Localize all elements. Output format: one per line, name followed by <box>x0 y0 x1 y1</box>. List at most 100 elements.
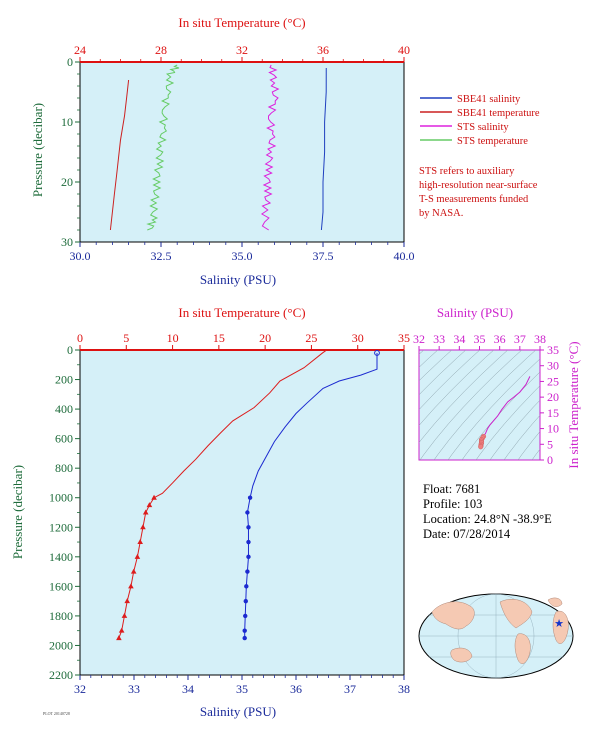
bottom-axis-label: Salinity (PSU) <box>200 704 276 719</box>
tick-label: 30 <box>352 331 364 345</box>
north-america-land <box>499 599 533 629</box>
tick-label: 30.0 <box>70 249 91 263</box>
plot-area <box>79 349 405 676</box>
plot-area <box>79 61 405 243</box>
salinity-marker <box>242 628 247 633</box>
temperature-axis: 24 28 32 36 40 <box>74 43 410 62</box>
tick-label: 37.5 <box>313 249 334 263</box>
tick-label: 15 <box>547 406 559 420</box>
note-line: STS refers to auxiliary <box>419 166 515 177</box>
density-contour <box>419 350 439 368</box>
tick-label: 38 <box>534 332 546 346</box>
density-contour <box>419 350 467 396</box>
surface-marker <box>374 350 380 356</box>
temperature-marker <box>151 494 157 500</box>
tick-label: 400 <box>55 402 73 416</box>
temperature-marker <box>116 635 122 641</box>
salinity-marker <box>246 554 251 560</box>
series-sbe41-salinity <box>320 67 327 231</box>
temperature-marker <box>118 627 125 633</box>
tick-label: 20 <box>61 175 73 189</box>
tick-label: 28 <box>155 43 167 57</box>
salinity-axis: 32 33 34 35 36 37 38 <box>413 332 546 350</box>
bottom-axis-label: Salinity (PSU) <box>200 272 276 287</box>
salinity-marker <box>243 613 248 619</box>
y-axis-label: Pressure (decibar) <box>30 103 45 197</box>
density-contour <box>419 350 453 382</box>
tick-label: 32 <box>413 332 425 346</box>
note-line: high-resolution near-surface <box>419 180 538 191</box>
africa-land <box>552 610 569 644</box>
tick-label: 33 <box>433 332 445 346</box>
tick-label: 24 <box>74 43 86 57</box>
top-axis-label: In situ Temperature (°C) <box>178 15 305 30</box>
temperature-marker <box>128 583 134 589</box>
float-location-marker: ★ <box>554 618 564 630</box>
density-contours <box>419 350 540 460</box>
series-sts-salinity <box>260 64 280 231</box>
density-contour <box>489 399 540 460</box>
tick-label: 1400 <box>49 550 73 564</box>
tick-label: 25 <box>547 374 559 388</box>
temperature-marker <box>142 509 149 515</box>
density-contour <box>447 358 540 460</box>
density-contour <box>419 350 509 443</box>
tick-label: 800 <box>55 461 73 475</box>
tick-label: 30 <box>547 359 559 373</box>
legend-label: SBE41 salinity <box>457 94 521 105</box>
tick-label: 1200 <box>49 520 73 534</box>
ts-point <box>478 444 484 450</box>
tick-label: 1800 <box>49 609 73 623</box>
pressure-axis: 0 10 20 30 <box>61 55 80 249</box>
ts-points <box>478 376 531 450</box>
density-contour <box>419 350 481 411</box>
tick-label: 36 <box>290 682 302 696</box>
tick-label: 33 <box>128 682 140 696</box>
tick-label: 32.5 <box>151 249 172 263</box>
salinity-marker <box>245 510 250 515</box>
sts-note: STS refers to auxiliary high-resolution n… <box>419 166 538 219</box>
tick-label: 0 <box>67 343 73 357</box>
tick-label: 2000 <box>49 638 73 652</box>
tick-label: 10 <box>547 422 559 436</box>
temperature-marker <box>146 502 153 508</box>
south-america-land <box>514 633 531 664</box>
tick-label: 40 <box>398 43 410 57</box>
tick-label: 37 <box>344 682 356 696</box>
tick-label: 32 <box>236 43 248 57</box>
density-contour <box>475 385 540 460</box>
world-map: ★ <box>418 593 574 679</box>
tick-label: 25 <box>305 331 317 345</box>
temperature-marker <box>130 568 137 574</box>
continents <box>431 597 569 664</box>
float-number: Float: 7681 <box>423 482 481 496</box>
series-sts-temperature <box>146 64 180 231</box>
legend-label: STS salinity <box>457 122 509 133</box>
float-info: Float: 7681 Profile: 103 Location: 24.8°… <box>423 482 552 542</box>
pressure-axis: 0 200 400 600 800 1000 1200 1400 1600 1800 2000 220… <box>49 343 80 682</box>
tick-label: 0 <box>67 55 73 69</box>
near-surface-profile-chart: 24 28 32 36 40 30.0 32.5 35.0 37.5 40.0 0102030 … <box>30 15 540 287</box>
top-axis-label: Salinity (PSU) <box>437 305 513 320</box>
salinity-axis: 32 33 34 35 36 37 38 <box>74 675 410 696</box>
salinity-marker <box>242 635 247 641</box>
note-line: T-S measurements funded <box>419 194 529 205</box>
tick-label: 37 <box>514 332 526 346</box>
legend-label: SBE41 temperature <box>457 108 540 119</box>
temperature-marker <box>124 598 131 604</box>
profile-series <box>116 349 380 641</box>
density-contour <box>517 431 540 460</box>
tick-label: 36 <box>317 43 329 57</box>
salinity-marker <box>246 539 251 545</box>
tick-label: 0 <box>77 331 83 345</box>
salinity-marker <box>247 495 253 500</box>
tick-label: 10 <box>167 331 179 345</box>
tick-label: 0 <box>547 453 553 467</box>
tick-label: 35 <box>236 682 248 696</box>
tick-label: 40.0 <box>394 249 415 263</box>
density-contour <box>531 448 540 460</box>
